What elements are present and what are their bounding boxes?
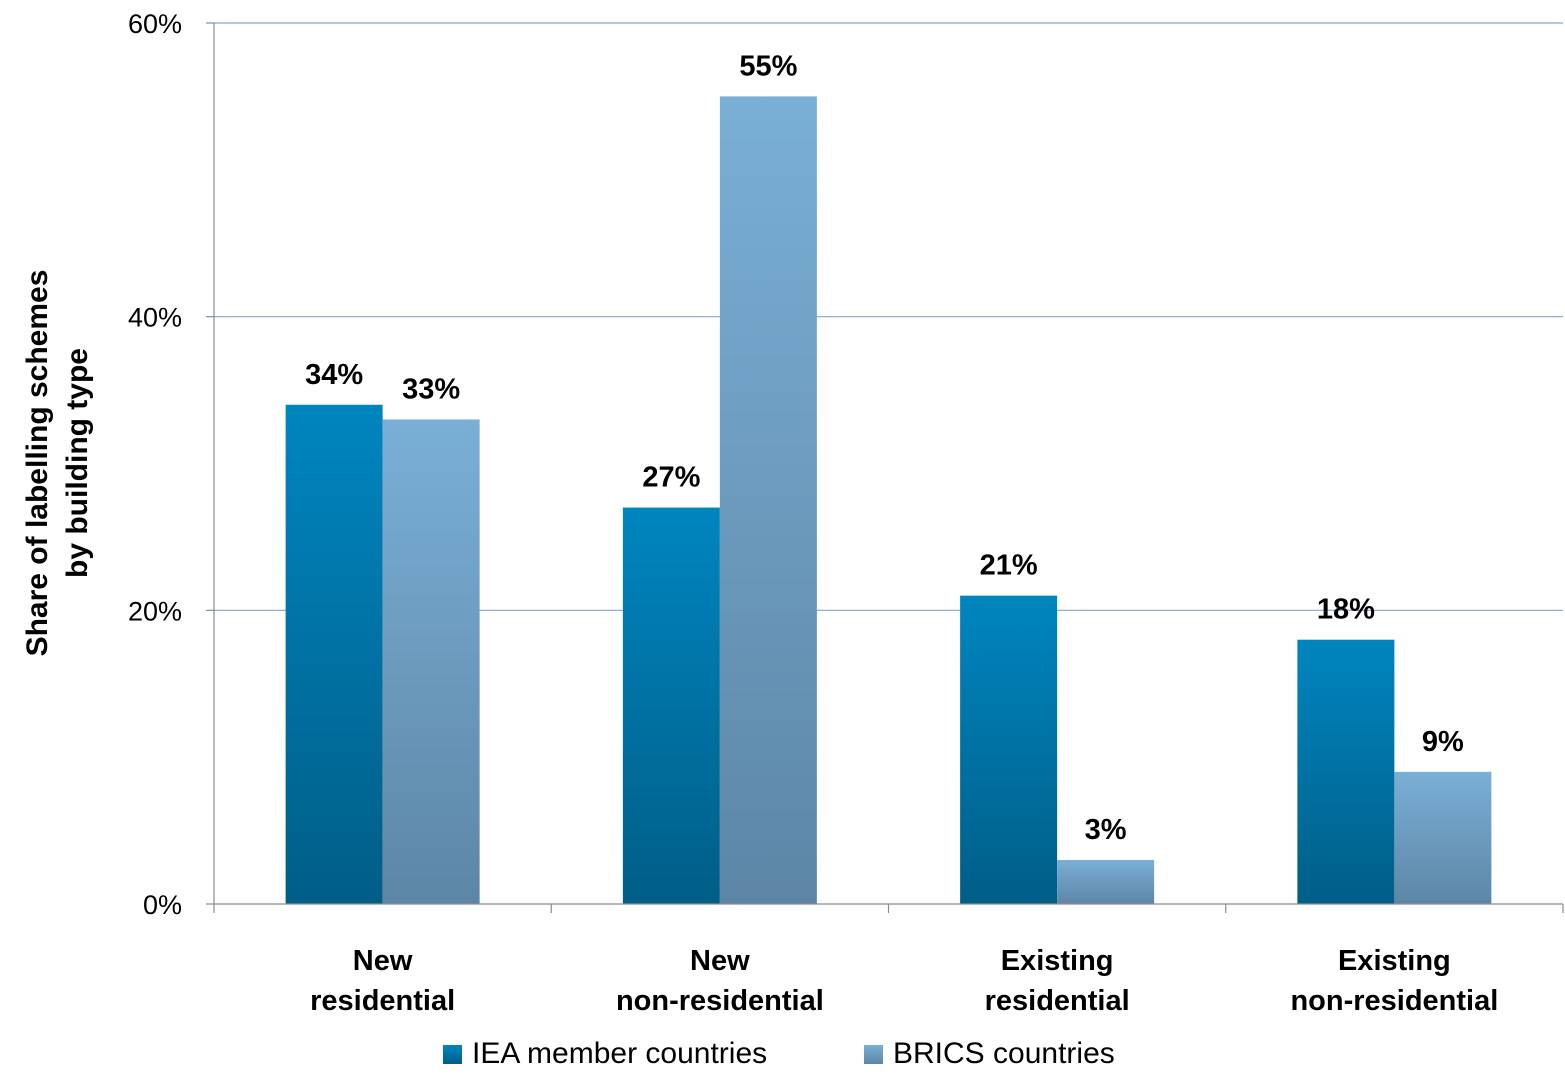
legend: IEA member countries BRICS countries [443,1037,1115,1070]
bar-iea-4 [1297,639,1395,904]
bar-brics-3 [1057,859,1155,904]
axes [206,22,1564,913]
data-label: 9% [1422,726,1464,758]
labels: 0% 20% 40% 60% 34% 33% New residential 27% 55% New… [21,9,1498,1017]
legend-label: IEA member countries [472,1037,767,1070]
legend-label: BRICS countries [893,1037,1115,1070]
bars [285,96,1492,904]
y-tick-label: 20% [128,596,182,626]
data-label: 21% [980,550,1038,582]
x-category-label: non-residential [616,985,824,1017]
y-tick-label: 0% [143,890,182,920]
bar-iea-2 [622,507,720,904]
x-category-label: non-residential [1290,985,1498,1017]
data-label: 3% [1085,814,1127,846]
bar-brics-1 [382,419,480,904]
legend-swatch [864,1045,883,1064]
x-category-label: New [690,945,750,977]
data-label: 18% [1317,594,1375,626]
bar-brics-2 [719,96,817,904]
bar-iea-3 [960,595,1058,904]
x-category-label: Existing [1338,945,1451,977]
y-tick-label: 60% [128,9,182,39]
bar-iea-1 [285,404,383,904]
data-label: 55% [739,50,797,82]
data-label: 33% [402,373,460,405]
bar-brics-4 [1394,771,1492,904]
x-category-label: New [353,945,413,977]
data-label: 27% [642,462,700,494]
data-label: 34% [305,359,363,391]
legend-swatch [443,1045,462,1064]
y-tick-label: 40% [128,303,182,333]
x-category-label: residential [310,985,455,1017]
y-axis-title: Share of labelling schemes [21,270,54,657]
x-category-label: residential [985,985,1130,1017]
x-category-label: Existing [1001,945,1114,977]
y-axis-title: by building type [61,348,94,578]
